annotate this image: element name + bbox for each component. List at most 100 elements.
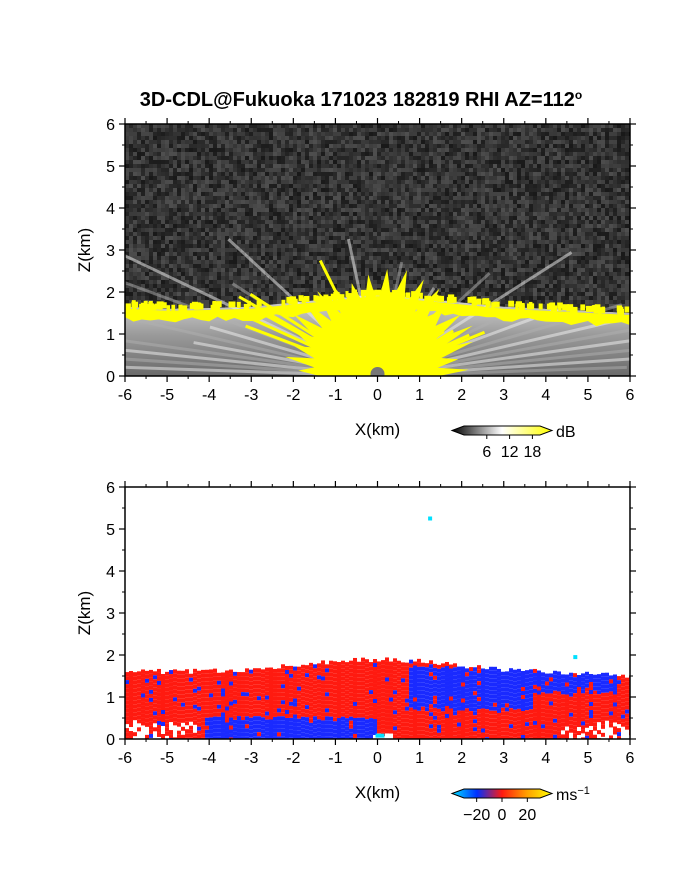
- noise-cell: [209, 140, 213, 144]
- noise-cell: [417, 248, 421, 252]
- noise-cell: [205, 140, 209, 144]
- noise-cell: [205, 252, 209, 256]
- noise-cell: [573, 168, 577, 172]
- noise-cell: [241, 276, 245, 280]
- noise-cell: [293, 256, 297, 260]
- noise-cell: [409, 180, 413, 184]
- noise-cell: [469, 212, 473, 216]
- noise-cell: [413, 152, 417, 156]
- noise-cell: [601, 204, 605, 208]
- noise-cell: [441, 176, 445, 180]
- noise-cell: [329, 204, 333, 208]
- noise-cell: [277, 212, 281, 216]
- noise-cell: [529, 228, 533, 232]
- noise-cell: [393, 168, 397, 172]
- noise-cell: [577, 268, 581, 272]
- noise-cell: [209, 280, 213, 284]
- noise-cell: [285, 268, 289, 272]
- noise-cell: [189, 276, 193, 280]
- noise-cell: [173, 248, 177, 252]
- noise-cell: [313, 232, 317, 236]
- noise-cell: [425, 208, 429, 212]
- noise-cell: [545, 176, 549, 180]
- noise-cell: [393, 272, 397, 276]
- noise-cell: [413, 236, 417, 240]
- noise-cell: [325, 128, 329, 132]
- noise-cell: [481, 264, 485, 268]
- noise-cell: [177, 252, 181, 256]
- noise-cell: [605, 260, 609, 264]
- noise-cell: [305, 136, 309, 140]
- noise-cell: [505, 180, 509, 184]
- noise-cell: [393, 260, 397, 264]
- noise-cell: [469, 248, 473, 252]
- noise-cell: [337, 272, 341, 276]
- noise-cell: [281, 228, 285, 232]
- noise-cell: [225, 212, 229, 216]
- noise-cell: [577, 224, 581, 228]
- noise-cell: [221, 140, 225, 144]
- noise-cell: [281, 136, 285, 140]
- noise-cell: [269, 232, 273, 236]
- noise-cell: [573, 248, 577, 252]
- noise-cell: [401, 172, 405, 176]
- noise-cell: [477, 156, 481, 160]
- noise-cell: [577, 256, 581, 260]
- noise-cell: [453, 196, 457, 200]
- noise-cell: [625, 260, 629, 264]
- noise-cell: [377, 176, 381, 180]
- noise-cell: [393, 188, 397, 192]
- noise-cell: [557, 132, 561, 136]
- noise-cell: [149, 224, 153, 228]
- noise-cell: [577, 140, 581, 144]
- noise-cell: [285, 140, 289, 144]
- noise-cell: [445, 136, 449, 140]
- noise-cell: [361, 164, 365, 168]
- noise-cell: [509, 200, 513, 204]
- noise-cell: [361, 232, 365, 236]
- noise-cell: [413, 136, 417, 140]
- noise-cell: [217, 256, 221, 260]
- noise-cell: [609, 184, 613, 188]
- noise-cell: [597, 232, 601, 236]
- noise-cell: [601, 144, 605, 148]
- noise-cell: [545, 156, 549, 160]
- noise-cell: [561, 176, 565, 180]
- noise-cell: [597, 136, 601, 140]
- noise-cell: [597, 204, 601, 208]
- noise-cell: [617, 216, 621, 220]
- noise-cell: [473, 152, 477, 156]
- noise-cell: [165, 156, 169, 160]
- noise-cell: [565, 184, 569, 188]
- noise-cell: [457, 136, 461, 140]
- noise-cell: [433, 148, 437, 152]
- noise-cell: [213, 232, 217, 236]
- noise-cell: [349, 136, 353, 140]
- noise-cell: [485, 156, 489, 160]
- noise-cell: [185, 220, 189, 224]
- noise-cell: [493, 188, 497, 192]
- noise-cell: [165, 236, 169, 240]
- noise-cell: [145, 164, 149, 168]
- noise-cell: [577, 132, 581, 136]
- noise-cell: [493, 240, 497, 244]
- noise-cell: [565, 260, 569, 264]
- noise-cell: [545, 232, 549, 236]
- noise-cell: [309, 192, 313, 196]
- noise-cell: [557, 240, 561, 244]
- noise-cell: [309, 208, 313, 212]
- noise-cell: [173, 184, 177, 188]
- noise-cell: [229, 196, 233, 200]
- noise-cell: [389, 144, 393, 148]
- noise-cell: [133, 280, 137, 284]
- noise-cell: [341, 156, 345, 160]
- noise-cell: [585, 132, 589, 136]
- noise-cell: [393, 224, 397, 228]
- noise-cell: [385, 240, 389, 244]
- noise-cell: [529, 144, 533, 148]
- noise-cell: [333, 164, 337, 168]
- noise-cell: [241, 200, 245, 204]
- noise-cell: [569, 136, 573, 140]
- noise-cell: [297, 164, 301, 168]
- noise-cell: [301, 192, 305, 196]
